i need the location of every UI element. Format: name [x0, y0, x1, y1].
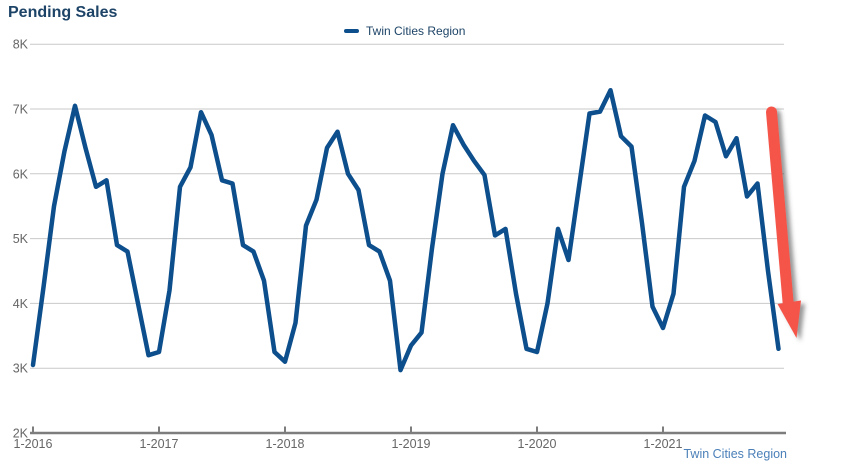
- legend[interactable]: Twin Cities Region: [344, 24, 465, 38]
- x-tick-label: 1-2020: [518, 437, 557, 451]
- series-line[interactable]: [30, 87, 781, 373]
- footer-series-label: Twin Cities Region: [683, 447, 787, 461]
- y-tick-label: 7K: [13, 103, 29, 117]
- pending-sales-line: [30, 87, 781, 373]
- x-tick-label: 1-2016: [14, 437, 53, 451]
- y-tick-label: 5K: [13, 232, 29, 246]
- y-tick-label: 3K: [13, 362, 29, 376]
- decline-arrow-annotation: [766, 106, 801, 338]
- y-axis-labels: 8K 7K 6K 5K 4K 3K 2K: [13, 38, 29, 441]
- chart-title: Pending Sales: [8, 4, 118, 21]
- legend-line-marker-icon: [344, 29, 359, 33]
- x-tick-label: 1-2019: [392, 437, 431, 451]
- x-axis: 1-2016 1-2017 1-2018 1-2019 1-2020 1-2021: [14, 426, 786, 451]
- x-tick-label: 1-2021: [644, 437, 683, 451]
- x-tick-label: 1-2018: [266, 437, 305, 451]
- y-tick-label: 4K: [13, 297, 29, 311]
- x-tick-label: 1-2017: [140, 437, 179, 451]
- y-tick-label: 8K: [13, 38, 29, 52]
- y-tick-label: 2K: [13, 427, 29, 441]
- decline-arrow-head: [777, 300, 801, 338]
- grid-lines: [30, 43, 784, 369]
- decline-arrow-shaft: [766, 106, 794, 313]
- y-tick-label: 6K: [13, 167, 29, 181]
- legend-series-label: Twin Cities Region: [366, 24, 466, 38]
